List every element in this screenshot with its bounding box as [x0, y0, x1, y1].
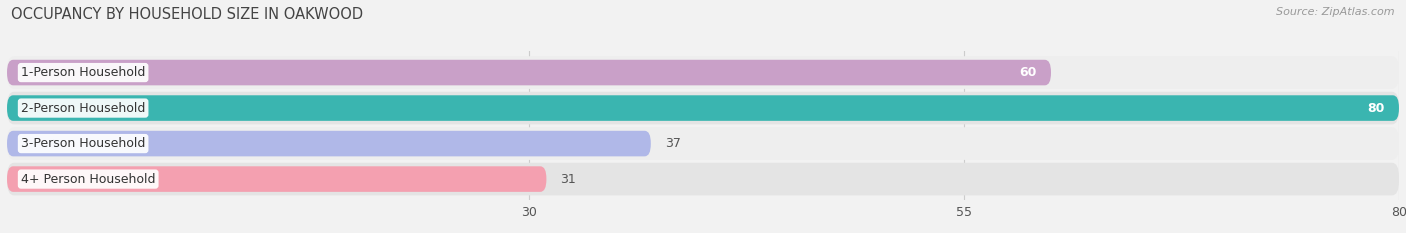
FancyBboxPatch shape — [7, 127, 1399, 160]
Text: 1-Person Household: 1-Person Household — [21, 66, 145, 79]
Text: OCCUPANCY BY HOUSEHOLD SIZE IN OAKWOOD: OCCUPANCY BY HOUSEHOLD SIZE IN OAKWOOD — [11, 7, 363, 22]
FancyBboxPatch shape — [7, 56, 1399, 89]
FancyBboxPatch shape — [7, 60, 1052, 85]
Text: Source: ZipAtlas.com: Source: ZipAtlas.com — [1277, 7, 1395, 17]
Text: 31: 31 — [561, 173, 576, 185]
Text: 37: 37 — [665, 137, 681, 150]
Text: 2-Person Household: 2-Person Household — [21, 102, 145, 115]
Text: 3-Person Household: 3-Person Household — [21, 137, 145, 150]
Text: 60: 60 — [1019, 66, 1038, 79]
FancyBboxPatch shape — [7, 166, 547, 192]
FancyBboxPatch shape — [7, 163, 1399, 195]
Text: 80: 80 — [1368, 102, 1385, 115]
FancyBboxPatch shape — [7, 131, 651, 156]
FancyBboxPatch shape — [7, 95, 1399, 121]
Text: 4+ Person Household: 4+ Person Household — [21, 173, 156, 185]
FancyBboxPatch shape — [7, 92, 1399, 124]
